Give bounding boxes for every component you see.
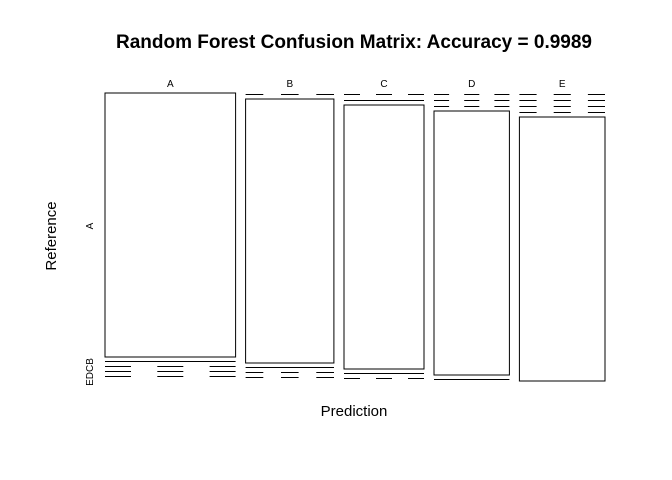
tile-pred-D-ref-D	[433, 110, 510, 376]
x-tick-label-D: D	[468, 79, 475, 90]
y-axis-label: Reference	[43, 201, 60, 270]
y-tick-label-EDCB: EDCB	[85, 358, 96, 386]
tile-pred-E-ref-E	[518, 116, 606, 382]
chart-title: Random Forest Confusion Matrix: Accuracy…	[116, 32, 592, 53]
x-tick-label-C: C	[380, 79, 387, 90]
y-tick-label-A: A	[85, 222, 96, 229]
x-tick-label-E: E	[559, 79, 566, 90]
tile-pred-A-ref-A	[104, 92, 237, 358]
mosaic-tiles: A B C D E	[104, 79, 606, 382]
x-tick-label-A: A	[167, 79, 174, 90]
x-tick-label-B: B	[286, 79, 293, 90]
tile-pred-C-ref-C	[343, 104, 425, 370]
x-axis-label: Prediction	[321, 403, 388, 420]
tile-pred-B-ref-B	[245, 98, 335, 364]
